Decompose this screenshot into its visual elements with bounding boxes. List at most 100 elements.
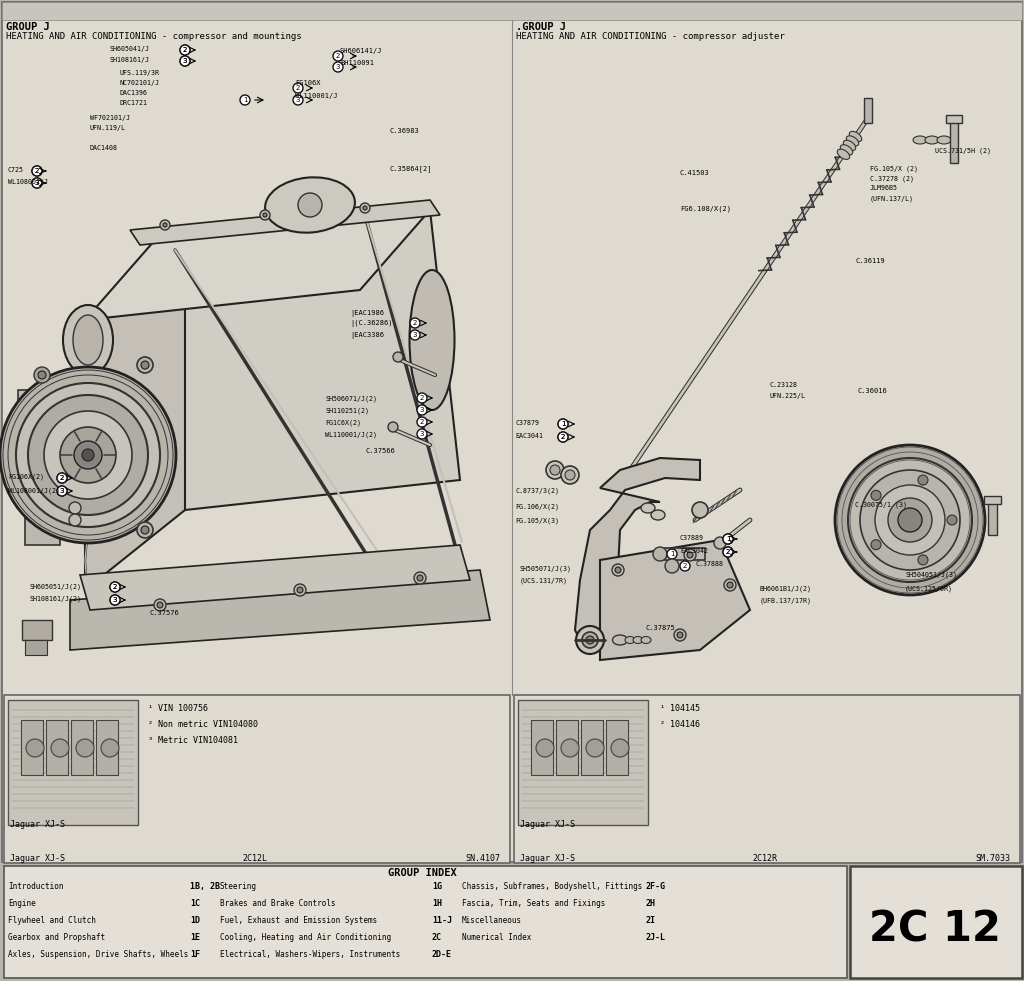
Bar [22,720,43,775]
Text: SH606141/J: SH606141/J [340,48,383,54]
Text: ¹ 104145: ¹ 104145 [660,704,700,713]
Bar [22,620,52,640]
Text: GROUP INDEX: GROUP INDEX [388,868,457,878]
Text: 2: 2 [726,549,730,555]
Text: 3: 3 [113,597,118,603]
Ellipse shape [841,144,853,155]
Polygon shape [864,98,872,123]
Text: 2F-G: 2F-G [645,882,665,891]
Text: 2C: 2C [432,933,442,942]
Text: SH108161/J: SH108161/J [110,57,150,63]
Bar [950,118,958,163]
Text: SH605051/J(2): SH605051/J(2) [30,583,82,590]
Text: C.8737/3(2): C.8737/3(2) [515,488,559,494]
Circle shape [723,547,733,557]
Circle shape [871,540,881,549]
Circle shape [410,330,420,340]
Text: 2: 2 [59,475,65,481]
Circle shape [586,636,594,644]
Circle shape [393,352,403,362]
Circle shape [410,318,420,328]
Bar [8,700,138,825]
Text: 2I: 2I [645,916,655,925]
Bar [18,390,56,480]
Text: |EAC3386: |EAC3386 [350,332,384,339]
Circle shape [848,458,972,582]
Text: C.37875: C.37875 [645,625,675,631]
Text: UCS.731/5H (2): UCS.731/5H (2) [935,148,991,154]
Text: 3: 3 [182,58,187,64]
Polygon shape [85,210,430,320]
Text: 1G: 1G [432,882,442,891]
Text: 2: 2 [296,85,300,91]
Text: BH6061B1/J(2): BH6061B1/J(2) [760,585,812,592]
Text: 1: 1 [726,536,730,542]
Text: UFN.225/L: UFN.225/L [770,393,806,399]
Text: SH506071/J(2): SH506071/J(2) [325,395,377,401]
Text: UFN.119/L: UFN.119/L [90,125,126,131]
Circle shape [360,203,370,213]
Text: |(C.36286): |(C.36286) [350,320,392,327]
Ellipse shape [838,149,850,159]
Circle shape [57,473,67,483]
Text: 2: 2 [183,47,187,53]
Text: SH505071/J(3): SH505071/J(3) [520,565,572,572]
Circle shape [240,95,250,105]
Text: DRC1721: DRC1721 [120,100,148,106]
Text: 1B, 2B: 1B, 2B [190,882,220,891]
Polygon shape [600,540,750,660]
Circle shape [612,564,624,576]
Text: 3: 3 [413,332,417,338]
Circle shape [898,508,922,532]
Circle shape [38,371,46,379]
Ellipse shape [633,637,643,644]
Text: Jaguar XJ-S: Jaguar XJ-S [10,820,65,829]
Circle shape [57,486,67,496]
Ellipse shape [937,136,951,144]
Circle shape [665,559,679,573]
Polygon shape [155,210,460,510]
Text: FG.105/X(3): FG.105/X(3) [515,518,559,525]
Polygon shape [575,458,700,645]
Text: ¹ VIN 100756: ¹ VIN 100756 [148,704,208,713]
Text: C.37576: C.37576 [150,610,180,616]
Circle shape [32,166,42,176]
Circle shape [550,465,560,475]
Ellipse shape [641,503,655,513]
Text: Jaguar XJ-S: Jaguar XJ-S [520,854,575,863]
Text: UFS.119/3R: UFS.119/3R [120,70,160,76]
Bar [25,490,60,545]
Text: EAC3042: EAC3042 [680,548,708,554]
Bar [25,640,47,655]
Circle shape [653,547,667,561]
Text: WF702101/J: WF702101/J [90,115,130,121]
Ellipse shape [849,131,862,141]
Text: 3: 3 [59,488,65,494]
Circle shape [333,62,343,72]
Circle shape [677,632,683,638]
Text: 2D-E: 2D-E [432,950,452,959]
Bar [946,115,962,123]
Circle shape [888,498,932,542]
Text: 1: 1 [726,536,730,542]
Circle shape [874,485,945,555]
Text: NC702101/J: NC702101/J [120,80,160,86]
Circle shape [110,582,120,592]
Text: 3: 3 [336,64,340,70]
Text: 3: 3 [35,180,39,186]
Circle shape [684,549,696,561]
Text: 2H: 2H [645,899,655,908]
Text: Gearbox and Propshaft: Gearbox and Propshaft [8,933,105,942]
Bar [4,866,847,978]
Polygon shape [85,240,185,590]
Circle shape [154,599,166,611]
Circle shape [835,445,985,595]
Circle shape [417,429,427,439]
Circle shape [611,739,629,757]
Circle shape [263,213,267,217]
Text: 3: 3 [420,431,424,437]
Circle shape [101,739,119,757]
Text: C.30075/1 (3): C.30075/1 (3) [855,502,907,508]
Circle shape [260,210,270,220]
Circle shape [727,582,733,588]
